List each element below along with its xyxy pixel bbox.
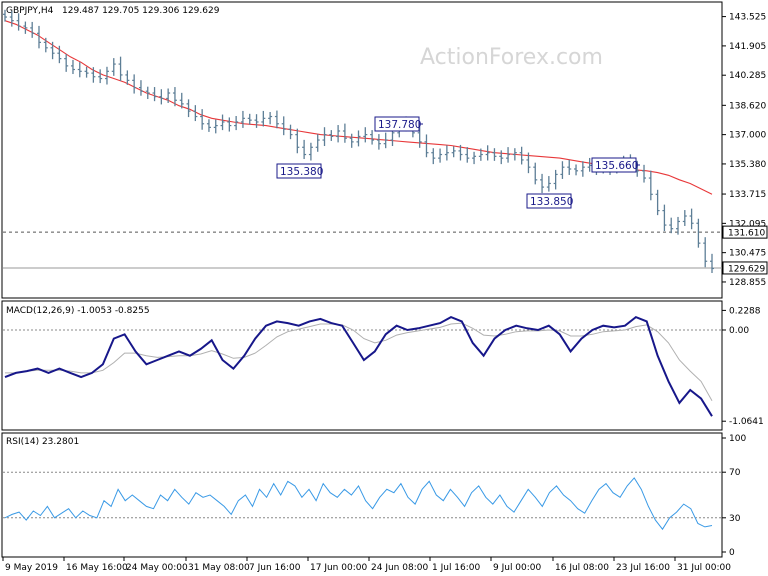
rsi-tick-label: 0 <box>729 548 735 558</box>
price-tick-label: 128.855 <box>729 278 766 288</box>
x-tick-label: 9 May 2019 <box>5 563 58 573</box>
rsi-header: RSI(14) 23.2801 <box>6 437 79 447</box>
price-level-label: 129.629 <box>728 264 765 274</box>
x-tick-label: 17 Jun 00:00 <box>310 563 367 573</box>
x-tick-label: 9 Jul 00:00 <box>493 563 542 573</box>
price-level-lines: 131.610 129.629 <box>3 225 768 275</box>
rsi-axis: 100 70 30 0 <box>722 434 746 558</box>
x-tick-label: 24 May 00:00 <box>126 563 188 573</box>
x-tick-label: 31 Jul 00:00 <box>677 563 731 573</box>
macd-header: MACD(12,26,9) -1.0053 -0.8255 <box>6 306 150 316</box>
price-header-ohlc: 129.487 129.705 129.306 129.629 <box>62 6 220 16</box>
price-tick-label: 133.715 <box>729 190 766 200</box>
x-tick-label: 7 Jun 16:00 <box>249 563 301 573</box>
swing-label-text: 135.660 <box>595 160 638 172</box>
x-tick-label: 1 Jul 16:00 <box>432 563 481 573</box>
macd-tick-label: 0.00 <box>729 326 749 336</box>
macd-tick-label: 0.2288 <box>729 306 761 316</box>
price-tick-label: 143.525 <box>729 13 766 23</box>
swing-label-text: 133.850 <box>530 196 573 208</box>
watermark: ActionForex.com <box>420 45 603 70</box>
macd-signal-path <box>5 322 713 402</box>
rsi-tick-label: 70 <box>729 468 741 478</box>
rsi-panel <box>1 432 723 558</box>
price-panel <box>1 1 723 299</box>
rsi-tick-label: 30 <box>729 514 741 524</box>
price-tick-label: 130.475 <box>729 249 766 259</box>
price-axis: 143.525 141.905 140.285 138.620 137.000 135.3… <box>722 13 766 288</box>
x-tick-label: 23 Jul 16:00 <box>616 563 670 573</box>
rsi-path <box>4 477 713 531</box>
x-tick-label: 24 Jun 08:00 <box>371 563 428 573</box>
macd-lines <box>3 315 722 417</box>
price-tick-label: 132.095 <box>729 219 766 229</box>
rsi-tick-label: 100 <box>729 434 746 444</box>
swing-label-text: 137.780 <box>378 119 421 131</box>
macd-axis: 0.2288 0.00 -1.0641 <box>722 306 764 427</box>
macd-main-path <box>4 315 713 417</box>
price-tick-label: 135.380 <box>729 160 766 170</box>
price-tick-label: 137.000 <box>729 131 766 141</box>
price-header-symbol: GBPJPY,H4 <box>6 6 54 16</box>
price-level-box <box>722 261 768 275</box>
price-level-label: 131.610 <box>728 229 765 239</box>
price-tick-label: 141.905 <box>729 42 766 52</box>
swing-labels: 137.780 135.380 133.850 135.660 <box>276 116 640 209</box>
price-tick-label: 138.620 <box>729 101 766 111</box>
swing-label-text: 135.380 <box>280 166 323 178</box>
price-level-box <box>722 225 768 239</box>
macd-tick-label: -1.0641 <box>729 417 764 427</box>
price-tick-label: 140.285 <box>729 71 766 81</box>
x-tick-label: 16 May 16:00 <box>66 563 128 573</box>
macd-panel <box>1 300 723 431</box>
x-tick-label: 16 Jul 08:00 <box>555 563 609 573</box>
rsi-line <box>3 471 722 531</box>
x-tick-label: 31 May 08:00 <box>188 563 250 573</box>
